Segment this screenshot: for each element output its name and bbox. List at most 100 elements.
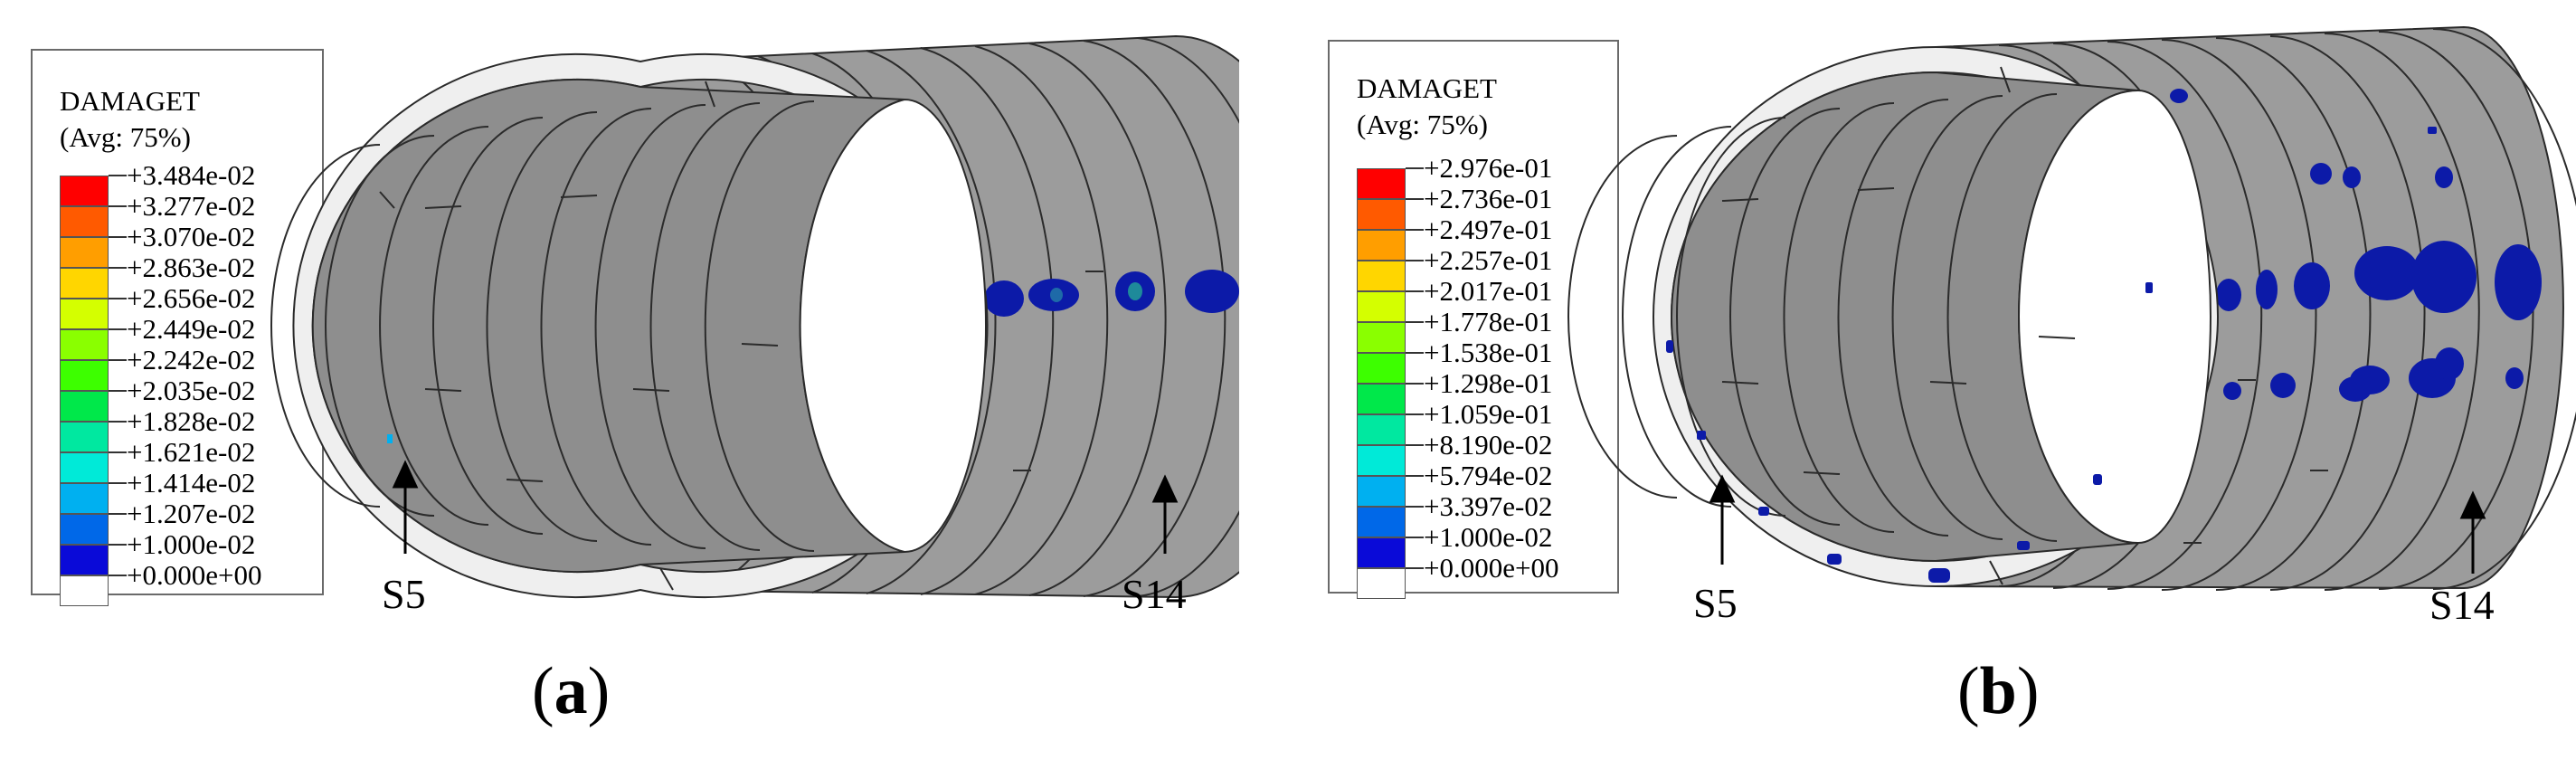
panel-b: DAMAGET (Avg: 75%) +2.976e-01 +2.736e-01 +…: [1288, 0, 2576, 760]
legend-tick-label: +1.538e-01: [1424, 337, 1553, 368]
legend-swatch: [60, 329, 109, 360]
legend-tick-label: +2.863e-02: [127, 252, 256, 283]
legend-tick-label: +0.000e+00: [127, 559, 262, 591]
legend-tick-label: +2.257e-01: [1424, 244, 1553, 276]
legend-tick-label: +3.397e-02: [1424, 490, 1553, 522]
far-opening: [799, 98, 987, 554]
panel-label-a: (a): [532, 654, 611, 728]
legend-tick: [109, 421, 127, 423]
marker-label-s14: S14: [2429, 582, 2495, 628]
legend-tick: [109, 390, 127, 392]
legend-tick-label: +3.070e-02: [127, 221, 256, 252]
marker-arrow-s5: [1709, 474, 1736, 565]
legend-variable: DAMAGET: [60, 85, 200, 117]
legend-swatch: [60, 452, 109, 483]
legend-tick: [1406, 567, 1424, 569]
legend-swatch: [1357, 199, 1406, 230]
legend-tick: [1406, 383, 1424, 385]
legend-tick: [109, 451, 127, 453]
legend-tick: [109, 513, 127, 515]
legend-tick: [109, 175, 127, 176]
legend-tick: [1406, 475, 1424, 477]
legend-swatch: [60, 176, 109, 206]
marker-arrow-s14: [1151, 474, 1179, 554]
legend-swatch: [1357, 291, 1406, 322]
legend-swatch: [1357, 353, 1406, 384]
marker-label-s5: S5: [1693, 580, 1738, 626]
legend-tick: [1406, 444, 1424, 446]
legend-swatch: [1357, 537, 1406, 568]
damage-contours-a: [917, 270, 1239, 317]
legend-tick-label: +1.059e-01: [1424, 398, 1553, 430]
legend-tick-label: +2.736e-01: [1424, 183, 1553, 214]
damage-contours-b: [2170, 89, 2542, 402]
legend-tick: [109, 267, 127, 269]
marker-label-s14: S14: [1122, 571, 1187, 617]
legend-tick-label: +2.497e-01: [1424, 214, 1553, 245]
legend-swatch: [1357, 476, 1406, 507]
tunnel-diagram-a: [270, 34, 1239, 599]
legend-tick-label: +2.976e-01: [1424, 152, 1553, 184]
legend-swatch: [60, 391, 109, 422]
panel-label-b: (b): [1957, 654, 2040, 728]
legend-tick: [1406, 506, 1424, 508]
marker-arrow-s5: [392, 460, 419, 554]
legend-swatch: [60, 483, 109, 514]
legend-swatch: [60, 514, 109, 545]
legend-swatch: [1357, 261, 1406, 291]
legend-tick-label: +1.207e-02: [127, 498, 256, 529]
legend-tick: [1406, 229, 1424, 231]
ring-seam: [705, 81, 715, 108]
ring-seam: [1989, 560, 2003, 585]
marker-arrow-s14: [2459, 490, 2486, 574]
far-opening: [2018, 89, 2211, 545]
legend-tick: [109, 482, 127, 484]
legend-tick-label: +1.414e-02: [127, 467, 256, 499]
legend-tick-label: +1.828e-02: [127, 405, 256, 437]
legend-tick-label: +3.277e-02: [127, 190, 256, 222]
segment-rings-inner: [270, 100, 815, 552]
legend-tick: [109, 575, 127, 576]
legend-swatch: [60, 575, 109, 606]
legend-swatch: [1357, 568, 1406, 599]
inner-joints: [424, 195, 779, 482]
legend-swatch: [60, 206, 109, 237]
legend-swatch: [1357, 384, 1406, 414]
legend-tick-label: +3.484e-02: [127, 159, 256, 191]
legend-tick: [1406, 290, 1424, 292]
legend-swatch: [60, 268, 109, 299]
marker-label-s5: S5: [382, 571, 426, 617]
legend-tick-label: +8.190e-02: [1424, 429, 1553, 461]
legend-variable: DAMAGET: [1357, 72, 1497, 104]
legend-tick: [109, 205, 127, 207]
legend-swatch: [1357, 168, 1406, 199]
tunnel-diagram-b: [1567, 25, 2576, 591]
legend-averaging: (Avg: 75%): [60, 121, 191, 153]
legend-tick-label: +5.794e-02: [1424, 460, 1553, 491]
legend-swatch: [60, 360, 109, 391]
legend-tick-label: +1.000e-02: [127, 528, 256, 560]
legend-swatch: [1357, 230, 1406, 261]
legend-tick-label: +1.000e-02: [1424, 521, 1553, 553]
legend-tick: [1406, 260, 1424, 261]
legend-tick: [1406, 198, 1424, 200]
legend-tick: [1406, 352, 1424, 354]
legend-swatch: [1357, 507, 1406, 537]
legend-tick-label: +2.449e-02: [127, 313, 256, 345]
legend-tick: [1406, 321, 1424, 323]
legend-swatch: [60, 422, 109, 452]
ring-seam: [379, 191, 395, 209]
legend-tick-label: +2.242e-02: [127, 344, 256, 375]
legend-tick-label: +1.621e-02: [127, 436, 256, 468]
legend-swatch: [60, 545, 109, 575]
legend-tick: [109, 544, 127, 546]
legend-tick-label: +2.035e-02: [127, 375, 256, 406]
damage-contours-a: [387, 434, 393, 443]
legend-tick: [109, 359, 127, 361]
inner-joints: [1721, 187, 2076, 475]
legend-tick: [1406, 413, 1424, 415]
legend-a: DAMAGET (Avg: 75%) +3.484e-02 +3.277e-02 +…: [31, 49, 324, 606]
legend-tick: [1406, 537, 1424, 538]
legend-swatch: [1357, 322, 1406, 353]
panel-a: DAMAGET (Avg: 75%) +3.484e-02 +3.277e-02 +…: [31, 34, 1239, 728]
